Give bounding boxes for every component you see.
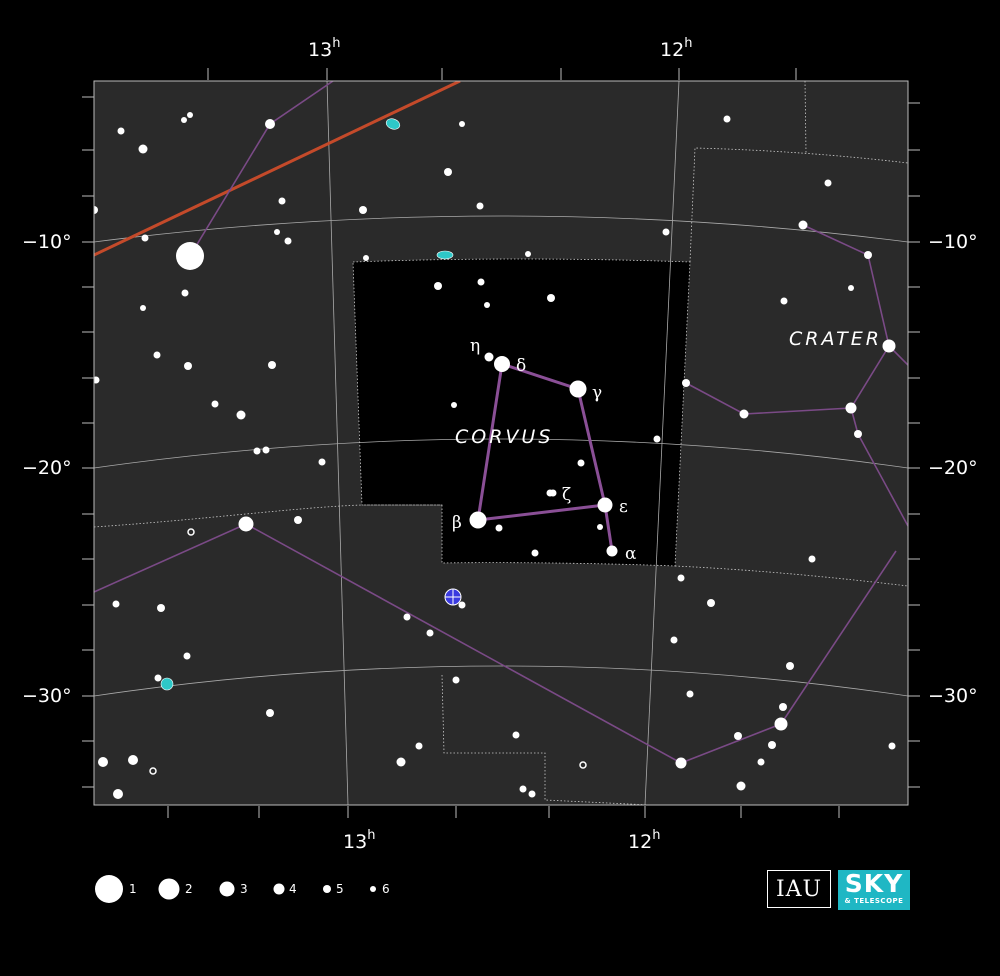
mag-dot-1 xyxy=(95,875,123,903)
dec-line-30 xyxy=(94,665,908,697)
mag-label-4: 4 xyxy=(289,882,297,896)
star-gamma-corvi xyxy=(569,380,587,398)
star-delta-corvi xyxy=(494,356,510,372)
dec-label-right-10: −10° xyxy=(928,231,978,253)
star-spica xyxy=(176,242,204,270)
mag-dot-5 xyxy=(323,885,331,893)
label-beta: β xyxy=(452,513,462,533)
mag-label-3: 3 xyxy=(240,882,248,896)
corvus-area xyxy=(353,259,690,566)
galaxy-icon xyxy=(385,118,401,130)
dec-label-right-20: −20° xyxy=(928,457,978,479)
nebula-icon xyxy=(549,489,557,497)
dec-label-left-30: −30° xyxy=(22,685,72,707)
corvus-figure-alpha xyxy=(603,504,614,552)
constellation-boundaries xyxy=(94,81,908,805)
ra-label-top-13h: 13h xyxy=(308,36,340,61)
ra-label-bottom-13h: 13h xyxy=(343,828,375,853)
ticks xyxy=(82,68,920,818)
variable-star xyxy=(187,528,195,536)
ra-label-top-12h: 12h xyxy=(660,36,692,61)
magnitude-legend: 1 2 3 4 5 6 xyxy=(95,875,390,903)
ra-label-bottom-12h: 12h xyxy=(628,828,660,853)
ra-line-13h xyxy=(326,81,349,805)
label-epsilon: ε xyxy=(619,497,628,517)
dec-label-left-20: −20° xyxy=(22,457,72,479)
mag-label-6: 6 xyxy=(382,882,390,896)
ra-line-12h xyxy=(644,81,680,805)
mag-label-2: 2 xyxy=(185,882,193,896)
mag-label-5: 5 xyxy=(336,882,344,896)
dec-line-10 xyxy=(94,215,908,243)
label-eta: η xyxy=(470,336,480,356)
label-alpha: α xyxy=(625,544,637,564)
mag-dot-3 xyxy=(219,881,235,897)
sky-telescope-logo: SKY & TELESCOPE xyxy=(838,870,910,910)
mag-dot-2 xyxy=(158,878,180,900)
iau-logo-text: IAU xyxy=(775,876,823,902)
dec-line-20 xyxy=(94,438,908,469)
star-beta-corvi xyxy=(469,511,487,529)
globular-cluster-icon xyxy=(444,588,462,606)
galaxy-icon xyxy=(436,250,454,260)
dec-label-left-10: −10° xyxy=(22,231,72,253)
galaxies xyxy=(160,118,454,691)
label-delta: δ xyxy=(516,356,526,376)
mag-dot-6 xyxy=(370,886,376,892)
star-eta-corvi xyxy=(484,352,494,362)
star-alpha-corvi xyxy=(606,545,618,557)
mag-label-1: 1 xyxy=(129,882,137,896)
variable-star xyxy=(579,761,587,769)
stars xyxy=(94,112,896,799)
sky-logo-subtext: & TELESCOPE xyxy=(844,897,904,905)
map-frame xyxy=(93,80,909,806)
ecliptic xyxy=(94,81,461,257)
sky-logo-text: SKY xyxy=(844,869,904,898)
label-gamma: γ xyxy=(592,383,602,403)
iau-logo: IAU xyxy=(767,870,831,908)
constellation-name-crater: CRATER xyxy=(789,328,882,350)
label-zeta: ζ xyxy=(562,485,571,505)
variable-star xyxy=(149,767,157,775)
mag-dot-4 xyxy=(273,883,285,895)
galaxy-icon xyxy=(160,677,174,691)
star-epsilon-corvi xyxy=(597,497,613,513)
dec-label-right-30: −30° xyxy=(928,685,978,707)
constellation-name-corvus: CORVUS xyxy=(455,426,553,448)
